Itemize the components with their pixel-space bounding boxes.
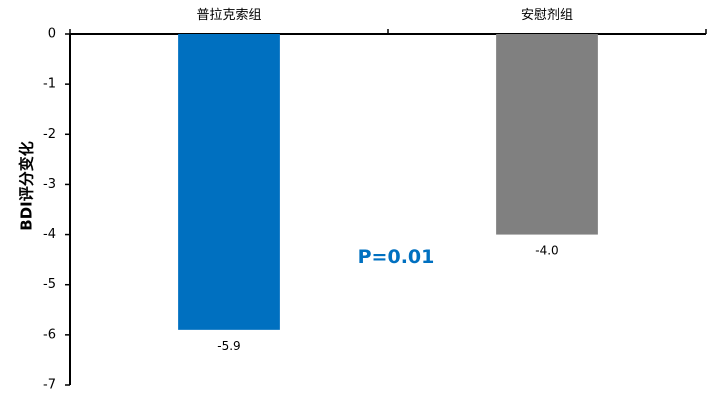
data-label: -5.9 [217, 339, 240, 353]
bar [178, 34, 280, 330]
y-tick-label: -7 [43, 378, 56, 393]
bar [496, 34, 598, 235]
category-label: 普拉克索组 [196, 8, 261, 23]
y-tick-label: -6 [43, 327, 56, 342]
p-value-annotation: P=0.01 [358, 246, 435, 268]
y-tick-label: -3 [43, 177, 56, 192]
y-tick-label: -5 [43, 277, 56, 292]
data-labels: -5.9 -4.0 [217, 244, 558, 353]
y-tick-label: -1 [43, 77, 56, 92]
category-axis: 普拉克索组 安慰剂组 [69, 8, 707, 35]
y-tick-label: -4 [43, 227, 56, 242]
bars [178, 34, 598, 330]
y-axis-title: BDI评分变化 [18, 141, 36, 230]
y-axis: 0 -1 -2 -3 -4 -5 -6 -7 [43, 27, 71, 393]
category-label: 安慰剂组 [521, 8, 573, 23]
data-label: -4.0 [535, 244, 558, 258]
y-tick-label: -2 [43, 127, 56, 142]
y-tick-label: 0 [48, 27, 56, 42]
